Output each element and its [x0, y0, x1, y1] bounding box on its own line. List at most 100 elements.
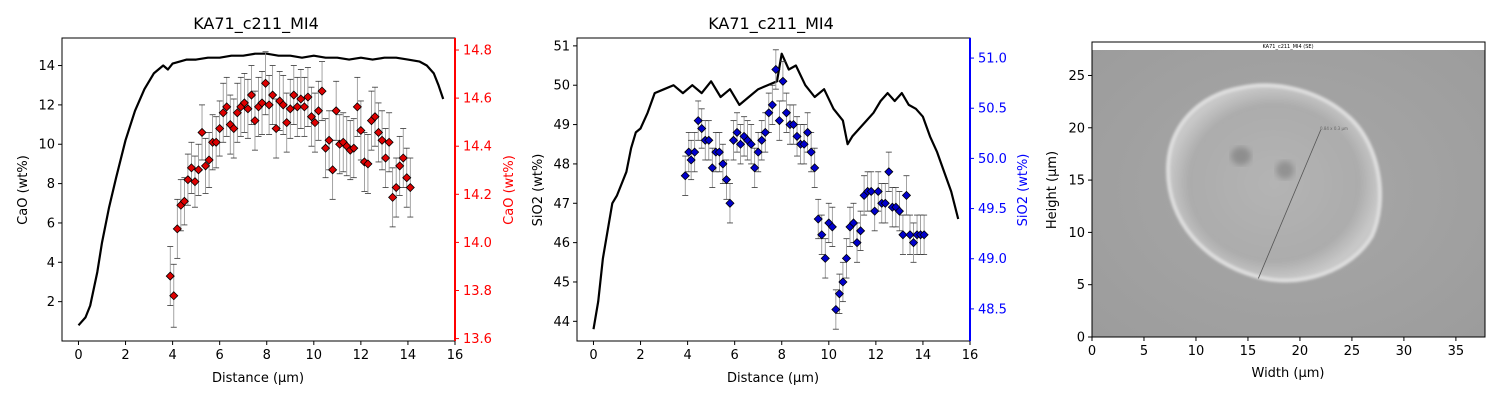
sio2-chart-y-axis: 44 45 46 47 48 49 50 51 [553, 39, 577, 330]
sio2-data-point [753, 147, 763, 157]
x-tick-label: 4 [168, 348, 176, 363]
sio2-data-point [799, 139, 809, 149]
cao-data-point [391, 182, 401, 193]
cao-data-point [165, 271, 175, 281]
sio2-data-point [905, 230, 915, 240]
cao-data-point [373, 127, 384, 138]
y-tick-label: 50 [553, 79, 570, 94]
sio2-data-point [834, 289, 844, 299]
sio2-data-point [735, 139, 746, 149]
cao-data-point [268, 90, 278, 100]
cao-data-point [204, 155, 214, 165]
y-tick-label: 48 [553, 157, 570, 172]
sio2-data-point [788, 120, 799, 130]
y-tick-label: 4 [47, 256, 55, 271]
x-tick-label: 4 [683, 348, 691, 363]
cao-chart-title: KA71_c211_MI4 [193, 14, 319, 34]
sem-image-caption: KA71_c211_MI4 (SE) [1262, 44, 1313, 50]
x-tick-label: 14 [400, 348, 417, 363]
sio2-data-point [732, 127, 742, 138]
cao-data-point [250, 116, 260, 126]
x-tick-label: 16 [962, 348, 979, 363]
y-tick-label: 14 [38, 59, 55, 74]
y-tick-label: 12 [38, 98, 55, 113]
sio2-data-point [803, 127, 813, 138]
sio2-profile-line [592, 52, 960, 330]
sio2-data-point [856, 226, 866, 236]
y-tick-label: 8 [47, 177, 55, 192]
y-tick-label: 25 [1068, 69, 1085, 84]
x-tick-label: 0 [74, 348, 82, 363]
sio2-data-point [852, 238, 862, 248]
sio2-data-point [690, 147, 700, 157]
x-tick-label: 15 [1240, 344, 1257, 359]
dark-spot-2 [1276, 161, 1294, 179]
y-tick-label: 15 [1068, 174, 1085, 189]
x-tick-label: 2 [636, 348, 644, 363]
cao-data-point [313, 106, 324, 116]
cao-chart-y-label: CaO (wt%) [16, 155, 31, 225]
cao-data-point [243, 104, 253, 114]
cao-data-point [289, 90, 299, 100]
right-y-tick-label: 14.0 [463, 236, 492, 251]
sio2-data-point [813, 214, 823, 224]
y-tick-label: 6 [47, 216, 55, 231]
cao-data-point [190, 177, 200, 187]
right-y-tick-label: 14.4 [463, 140, 492, 155]
cao-data-point [317, 86, 327, 96]
y-tick-label: 51 [553, 39, 570, 54]
cao-data-point [197, 127, 207, 138]
cao-data-point [222, 102, 232, 112]
sio2-data-point [884, 167, 894, 177]
sio2-chart-right-y-label: SiO2 (wt%) [1016, 154, 1031, 227]
sio2-data-point [866, 186, 876, 197]
cao-data-point [172, 224, 182, 234]
sio2-data-point [760, 127, 770, 138]
sem-image-x-axis: 0 5 10 15 20 25 30 35 [1088, 337, 1464, 359]
cao-data-point [306, 112, 317, 122]
cao-data-point [328, 165, 338, 175]
sio2-data-point [908, 238, 919, 248]
sio2-data-point [714, 147, 724, 157]
profile-line [1257, 129, 1322, 279]
cao-data-point [363, 159, 373, 169]
x-tick-label: 6 [216, 348, 224, 363]
cao-data-point [349, 143, 359, 153]
cao-data-point [229, 123, 239, 134]
sio2-data-point [781, 108, 792, 118]
sio2-data-point [718, 159, 728, 169]
cao-data-point [264, 100, 274, 110]
cao-data-point [405, 182, 415, 193]
cao-data-point [200, 161, 211, 171]
sio2-data-point [838, 277, 848, 287]
x-tick-label: 14 [915, 348, 932, 363]
sio2-data-point [848, 218, 859, 228]
x-tick-label: 20 [1292, 344, 1309, 359]
cao-data-point [260, 78, 271, 88]
sio2-data-point [725, 198, 735, 208]
cao-data-point [282, 118, 292, 128]
sio2-data-point [894, 206, 904, 216]
sio2-data-point [767, 100, 777, 110]
cao-data-point [246, 90, 257, 100]
x-tick-label: 8 [778, 348, 786, 363]
cao-chart-x-axis: 0 2 4 6 8 10 12 14 16 [74, 341, 463, 363]
right-y-tick-label: 51.0 [978, 52, 1007, 67]
sio2-data-point [697, 123, 707, 134]
sem-image-caption-bar [1092, 42, 1485, 50]
sem-image-frame [1091, 41, 1486, 338]
x-tick-label: 10 [306, 348, 323, 363]
sio2-data-point [880, 198, 890, 208]
cao-data-point [299, 102, 309, 112]
right-y-tick-label: 49.0 [978, 252, 1007, 267]
cao-data-point [183, 175, 193, 185]
cao-chart-x-label: Distance (µm) [212, 371, 304, 386]
sio2-data-point [901, 190, 912, 200]
x-tick-label: 0 [1088, 344, 1096, 359]
sem-image-panel: KA71_c211_MI4 (SE) 0.84 x 0.3 µm 0 5 10 15 2… [1045, 41, 1486, 381]
sio2-data-point [898, 230, 908, 240]
sio2-data-point [806, 147, 816, 157]
cao-data-point [356, 125, 366, 136]
sio2-data-point [831, 304, 841, 315]
right-y-tick-label: 14.2 [463, 188, 492, 203]
